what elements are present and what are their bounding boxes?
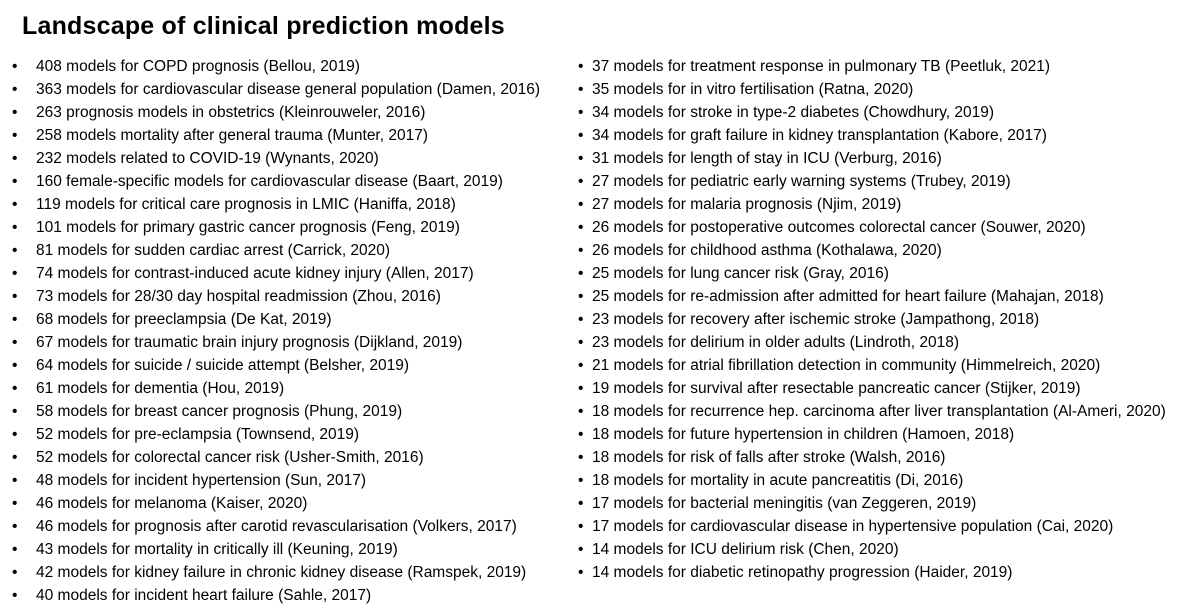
- list-item: 67 models for traumatic brain injury pro…: [12, 331, 576, 354]
- list-item: 74 models for contrast-induced acute kid…: [12, 262, 576, 285]
- list-item: 27 models for malaria prognosis (Njim, 2…: [578, 193, 1200, 216]
- list-item: 23 models for recovery after ischemic st…: [578, 308, 1200, 331]
- list-item: 31 models for length of stay in ICU (Ver…: [578, 147, 1200, 170]
- model-list-right: 37 models for treatment response in pulm…: [578, 55, 1200, 584]
- list-item: 19 models for survival after resectable …: [578, 377, 1200, 400]
- list-item: 23 models for delirium in older adults (…: [578, 331, 1200, 354]
- list-item: 46 models for prognosis after carotid re…: [12, 515, 576, 538]
- list-item: 52 models for colorectal cancer risk (Us…: [12, 446, 576, 469]
- list-item: 160 female-specific models for cardiovas…: [12, 170, 576, 193]
- list-item: 35 models for in vitro fertilisation (Ra…: [578, 78, 1200, 101]
- list-item: 40 models for incident heart failure (Sa…: [12, 584, 576, 607]
- list-item: 14 models for diabetic retinopathy progr…: [578, 561, 1200, 584]
- list-item: 14 models for ICU delirium risk (Chen, 2…: [578, 538, 1200, 561]
- list-item: 119 models for critical care prognosis i…: [12, 193, 576, 216]
- list-item: 48 models for incident hypertension (Sun…: [12, 469, 576, 492]
- list-item: 73 models for 28/30 day hospital readmis…: [12, 285, 576, 308]
- list-item: 101 models for primary gastric cancer pr…: [12, 216, 576, 239]
- list-item: 363 models for cardiovascular disease ge…: [12, 78, 576, 101]
- list-item: 58 models for breast cancer prognosis (P…: [12, 400, 576, 423]
- list-item: 34 models for graft failure in kidney tr…: [578, 124, 1200, 147]
- list-item: 26 models for childhood asthma (Kothalaw…: [578, 239, 1200, 262]
- list-item: 17 models for bacterial meningitis (van …: [578, 492, 1200, 515]
- list-item: 18 models for mortality in acute pancrea…: [578, 469, 1200, 492]
- model-list-left: 408 models for COPD prognosis (Bellou, 2…: [12, 55, 576, 607]
- list-item: 18 models for risk of falls after stroke…: [578, 446, 1200, 469]
- page-title: Landscape of clinical prediction models: [22, 12, 505, 40]
- list-item: 64 models for suicide / suicide attempt …: [12, 354, 576, 377]
- list-item: 232 models related to COVID-19 (Wynants,…: [12, 147, 576, 170]
- list-item: 26 models for postoperative outcomes col…: [578, 216, 1200, 239]
- list-item: 17 models for cardiovascular disease in …: [578, 515, 1200, 538]
- list-item: 25 models for re-admission after admitte…: [578, 285, 1200, 308]
- list-item: 25 models for lung cancer risk (Gray, 20…: [578, 262, 1200, 285]
- list-item: 258 models mortality after general traum…: [12, 124, 576, 147]
- list-item: 408 models for COPD prognosis (Bellou, 2…: [12, 55, 576, 78]
- list-item: 37 models for treatment response in pulm…: [578, 55, 1200, 78]
- list-item: 43 models for mortality in critically il…: [12, 538, 576, 561]
- list-item: 42 models for kidney failure in chronic …: [12, 561, 576, 584]
- list-item: 81 models for sudden cardiac arrest (Car…: [12, 239, 576, 262]
- list-item: 52 models for pre-eclampsia (Townsend, 2…: [12, 423, 576, 446]
- list-item: 21 models for atrial fibrillation detect…: [578, 354, 1200, 377]
- list-item: 263 prognosis models in obstetrics (Klei…: [12, 101, 576, 124]
- list-item: 61 models for dementia (Hou, 2019): [12, 377, 576, 400]
- list-item: 27 models for pediatric early warning sy…: [578, 170, 1200, 193]
- list-item: 68 models for preeclampsia (De Kat, 2019…: [12, 308, 576, 331]
- list-item: 18 models for future hypertension in chi…: [578, 423, 1200, 446]
- list-item: 18 models for recurrence hep. carcinoma …: [578, 400, 1200, 423]
- list-item: 34 models for stroke in type-2 diabetes …: [578, 101, 1200, 124]
- bullet-columns: 408 models for COPD prognosis (Bellou, 2…: [0, 55, 1200, 607]
- list-item: 46 models for melanoma (Kaiser, 2020): [12, 492, 576, 515]
